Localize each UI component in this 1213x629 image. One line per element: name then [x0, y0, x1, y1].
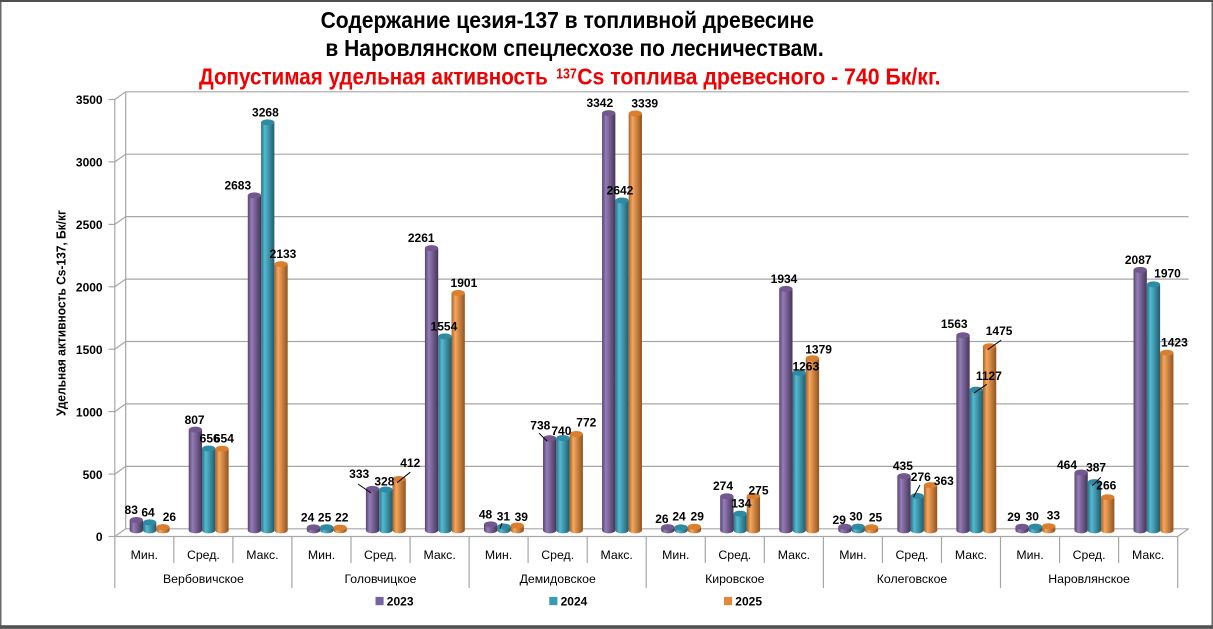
svg-text:738: 738 [530, 419, 550, 433]
svg-text:Мин.: Мин. [1016, 548, 1043, 562]
svg-text:2000: 2000 [76, 281, 103, 295]
svg-text:Сред.: Сред. [896, 548, 929, 562]
svg-text:740: 740 [551, 424, 571, 438]
svg-text:1263: 1263 [792, 360, 819, 374]
svg-text:в Наровлянском спецлесхозе по: в Наровлянском спецлесхозе по лесничеств… [325, 35, 823, 61]
svg-text:266: 266 [1096, 479, 1116, 493]
svg-text:48: 48 [479, 507, 493, 521]
svg-text:Сред.: Сред. [364, 548, 397, 562]
svg-text:26: 26 [163, 510, 177, 524]
svg-text:26: 26 [655, 512, 669, 526]
svg-text:33: 33 [1047, 508, 1061, 522]
svg-text:654: 654 [214, 432, 234, 446]
svg-text:29: 29 [833, 513, 847, 527]
svg-text:2133: 2133 [270, 247, 297, 261]
svg-text:25: 25 [318, 510, 332, 524]
svg-text:Макс.: Макс. [955, 548, 987, 562]
svg-text:29: 29 [691, 509, 705, 523]
svg-text:3342: 3342 [586, 96, 613, 110]
svg-text:772: 772 [576, 416, 596, 430]
svg-text:3500: 3500 [76, 93, 103, 107]
svg-text:1379: 1379 [805, 343, 832, 357]
svg-text:2683: 2683 [224, 178, 251, 192]
svg-text:Демидовское: Демидовское [520, 572, 596, 586]
svg-text:1563: 1563 [941, 317, 968, 331]
svg-text:1554: 1554 [431, 319, 458, 333]
svg-text:Макс.: Макс. [1132, 548, 1164, 562]
svg-text:2500: 2500 [76, 218, 103, 232]
svg-text:333: 333 [349, 467, 369, 481]
svg-text:Наровлянское: Наровлянское [1048, 572, 1130, 586]
svg-text:3000: 3000 [76, 156, 103, 170]
svg-text:500: 500 [83, 468, 103, 482]
svg-text:Макс.: Макс. [423, 548, 455, 562]
svg-text:Сред.: Сред. [1073, 548, 1106, 562]
svg-text:Вербовичское: Вербовичское [163, 572, 244, 586]
svg-text:435: 435 [893, 459, 913, 473]
svg-text:31: 31 [497, 510, 511, 524]
svg-text:464: 464 [1057, 458, 1077, 472]
svg-text:1423: 1423 [1161, 336, 1188, 350]
svg-text:22: 22 [335, 511, 349, 525]
svg-text:656: 656 [200, 432, 220, 446]
svg-text:412: 412 [400, 456, 420, 470]
svg-text:Сред.: Сред. [187, 548, 220, 562]
svg-text:1934: 1934 [771, 272, 798, 286]
svg-text:137: 137 [556, 66, 577, 83]
svg-text:29: 29 [1007, 510, 1021, 524]
svg-text:3339: 3339 [631, 97, 658, 111]
svg-text:Мин.: Мин. [662, 548, 689, 562]
svg-text:363: 363 [934, 474, 954, 488]
svg-text:Сред.: Сред. [718, 548, 751, 562]
svg-text:Макс.: Макс. [778, 548, 810, 562]
svg-text:1127: 1127 [976, 369, 1002, 383]
svg-text:Мин.: Мин. [485, 548, 512, 562]
svg-text:Колеговское: Колеговское [877, 572, 948, 586]
svg-text:2025: 2025 [735, 594, 762, 608]
svg-text:39: 39 [515, 510, 529, 524]
svg-text:275: 275 [748, 484, 768, 498]
svg-text:2642: 2642 [607, 184, 634, 198]
svg-text:328: 328 [374, 475, 394, 489]
svg-text:Мин.: Мин. [839, 548, 866, 562]
svg-text:Сред.: Сред. [541, 548, 574, 562]
svg-text:1000: 1000 [76, 405, 103, 419]
svg-text:807: 807 [185, 413, 205, 427]
svg-text:Макс.: Макс. [246, 548, 278, 562]
svg-text:1901: 1901 [451, 276, 478, 290]
svg-text:30: 30 [1026, 510, 1040, 524]
svg-text:2023: 2023 [387, 594, 414, 608]
svg-text:Содержание цезия-137 в топлив: Содержание цезия-137 в топливной древеси… [321, 7, 814, 33]
svg-text:Макс.: Макс. [601, 548, 633, 562]
svg-text:3268: 3268 [252, 105, 279, 119]
svg-text:Головчицкое: Головчицкое [344, 572, 416, 586]
svg-text:Cs топлива древесного - 740 Бк: Cs топлива древесного - 740 Бк/кг. [577, 63, 940, 89]
svg-text:274: 274 [713, 479, 733, 493]
svg-text:276: 276 [911, 470, 931, 484]
svg-text:24: 24 [672, 509, 686, 523]
svg-text:Мин.: Мин. [308, 548, 335, 562]
svg-text:387: 387 [1086, 461, 1106, 475]
svg-text:1500: 1500 [76, 343, 103, 357]
svg-text:0: 0 [96, 530, 103, 544]
svg-text:Удельная активность Cs-137, Б: Удельная активность Cs-137, Бк/кг [55, 210, 69, 416]
svg-text:Мин.: Мин. [131, 548, 158, 562]
svg-text:1475: 1475 [986, 324, 1013, 338]
svg-text:2087: 2087 [1125, 253, 1152, 267]
svg-text:Допустимая удельная активность: Допустимая удельная активность [199, 63, 548, 89]
svg-text:Кировское: Кировское [705, 572, 765, 586]
svg-text:1970: 1970 [1154, 266, 1181, 280]
svg-text:134: 134 [731, 497, 751, 511]
svg-text:64: 64 [141, 505, 155, 519]
svg-text:2261: 2261 [408, 231, 435, 245]
svg-text:24: 24 [301, 510, 315, 524]
svg-text:30: 30 [849, 510, 863, 524]
svg-text:2024: 2024 [561, 594, 588, 608]
svg-text:25: 25 [869, 510, 883, 524]
svg-text:83: 83 [125, 503, 139, 517]
